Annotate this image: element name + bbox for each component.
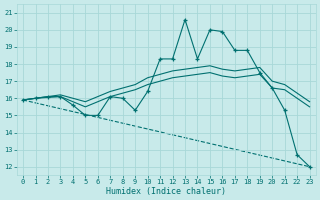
X-axis label: Humidex (Indice chaleur): Humidex (Indice chaleur) xyxy=(106,187,226,196)
